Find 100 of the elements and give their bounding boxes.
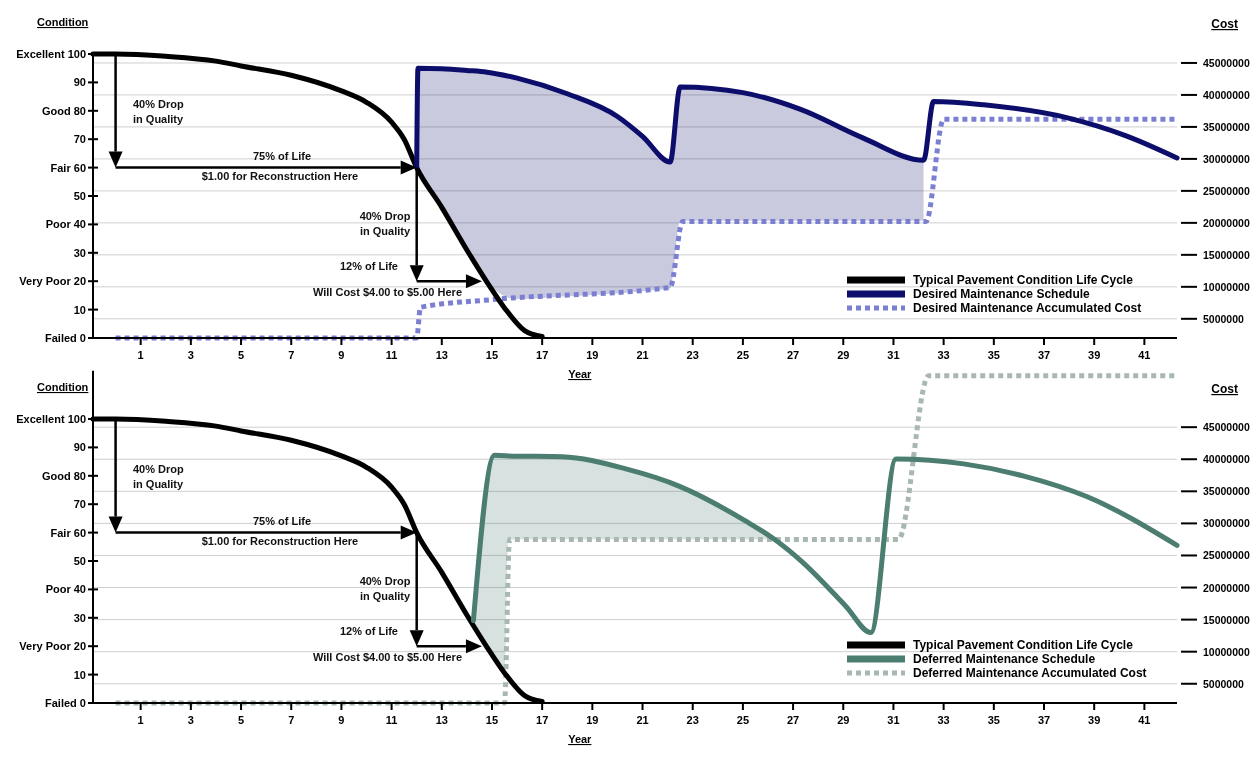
x-tick-label: 5 bbox=[237, 349, 245, 361]
y-tick-label: Failed 0 bbox=[45, 697, 86, 709]
x-tick-label: 13 bbox=[435, 714, 448, 726]
y-tick-label: Fair 60 bbox=[50, 526, 86, 539]
x-tick-label: 25 bbox=[736, 349, 750, 361]
x-tick-label: 19 bbox=[586, 714, 599, 726]
x-tick-label: 9 bbox=[338, 349, 345, 361]
y2-tick-label: 5000000 bbox=[1203, 677, 1245, 690]
x-tick-label: 3 bbox=[187, 714, 194, 726]
annotation: 40% Drop in Quality bbox=[133, 463, 185, 490]
x-tick-label: 37 bbox=[1037, 349, 1051, 361]
x-tick-label: 3 bbox=[187, 349, 194, 361]
x-tick-label: 41 bbox=[1138, 714, 1151, 726]
y2-tick-label: 15000000 bbox=[1203, 248, 1250, 261]
y2-tick-label: 10000000 bbox=[1203, 280, 1250, 293]
y2-tick-label: 35000000 bbox=[1203, 120, 1250, 133]
x-tick-label: 33 bbox=[937, 714, 950, 726]
annotation: 12% of Life bbox=[339, 260, 398, 272]
y2-tick-label: 20000000 bbox=[1203, 581, 1250, 594]
x-tick-label: 11 bbox=[385, 349, 398, 361]
y-tick-label: Failed 0 bbox=[45, 332, 86, 344]
y2-tick-label: 10000000 bbox=[1203, 645, 1250, 658]
x-tick-label: 1 bbox=[137, 714, 144, 726]
x-tick-label: 35 bbox=[987, 714, 1000, 726]
x-tick-label: 9 bbox=[338, 714, 345, 726]
x-tick-label: 31 bbox=[887, 714, 900, 726]
x-axis-title: Year bbox=[568, 733, 593, 745]
y2-tick-label: 40000000 bbox=[1203, 453, 1250, 466]
y-tick-label: Excellent 100 bbox=[16, 413, 86, 425]
annotation: 12% of Life bbox=[339, 625, 398, 637]
annotation: 75% of Life bbox=[252, 150, 312, 162]
x-tick-label: 39 bbox=[1088, 349, 1101, 361]
y-tick-label: 50 bbox=[73, 190, 86, 202]
y-tick-label: 50 bbox=[73, 555, 86, 567]
x-tick-label: 11 bbox=[385, 714, 398, 726]
x-tick-label: 23 bbox=[686, 714, 699, 726]
x-tick-label: 21 bbox=[636, 714, 649, 726]
y2-tick-label: 20000000 bbox=[1203, 216, 1250, 229]
x-tick-label: 15 bbox=[485, 714, 499, 726]
y-tick-label: Fair 60 bbox=[50, 161, 86, 174]
y2-tick-label: 15000000 bbox=[1203, 613, 1250, 626]
x-tick-label: 29 bbox=[837, 349, 850, 361]
x-tick-label: 39 bbox=[1088, 714, 1101, 726]
y-axis-title: Condition bbox=[37, 381, 89, 393]
y-tick-label: Very Poor 20 bbox=[19, 640, 86, 653]
legend-label: Deferred Maintenance Accumulated Cost bbox=[913, 666, 1147, 680]
y2-tick-label: 30000000 bbox=[1203, 517, 1250, 530]
x-tick-label: 41 bbox=[1138, 349, 1151, 361]
y2-axis-title: Cost bbox=[1211, 17, 1238, 31]
legend-label: Typical Pavement Condition Life Cycle bbox=[913, 638, 1134, 652]
annotation: 40% Drop in Quality bbox=[133, 98, 185, 125]
y2-tick-label: 25000000 bbox=[1203, 549, 1250, 562]
y2-tick-label: 5000000 bbox=[1203, 312, 1245, 325]
legend-label: Desired Maintenance Accumulated Cost bbox=[913, 301, 1142, 315]
y-axis-title: Condition bbox=[37, 16, 89, 28]
y-tick-label: 10 bbox=[73, 668, 86, 681]
x-tick-label: 27 bbox=[786, 714, 800, 726]
y-tick-label: Poor 40 bbox=[45, 583, 86, 596]
x-tick-label: 27 bbox=[786, 349, 800, 361]
legend-label: Typical Pavement Condition Life Cycle bbox=[913, 273, 1134, 287]
legend-label: Desired Maintenance Schedule bbox=[913, 287, 1091, 301]
y-tick-label: Very Poor 20 bbox=[19, 275, 86, 288]
y2-tick-label: 25000000 bbox=[1203, 184, 1250, 197]
legend-label: Deferred Maintenance Schedule bbox=[913, 652, 1096, 666]
annotation: 75% of Life bbox=[252, 515, 312, 527]
x-tick-label: 19 bbox=[586, 349, 599, 361]
x-tick-label: 5 bbox=[237, 714, 245, 726]
y2-tick-label: 35000000 bbox=[1203, 485, 1250, 498]
y-tick-label: Good 80 bbox=[41, 104, 86, 117]
y2-tick-label: 45000000 bbox=[1203, 56, 1250, 69]
annotation: 40% Drop in Quality bbox=[359, 575, 411, 602]
x-axis-title: Year bbox=[568, 368, 593, 380]
x-tick-label: 7 bbox=[288, 714, 295, 726]
y2-axis-title: Cost bbox=[1211, 382, 1238, 396]
y-tick-label: 10 bbox=[73, 303, 86, 316]
y-tick-label: 70 bbox=[73, 133, 86, 146]
x-tick-label: 7 bbox=[288, 349, 295, 361]
x-tick-label: 17 bbox=[536, 349, 549, 361]
annotation: $1.00 for Reconstruction Here bbox=[201, 170, 359, 182]
y-tick-label: 90 bbox=[73, 441, 86, 454]
x-tick-label: 29 bbox=[837, 714, 850, 726]
annotation: $1.00 for Reconstruction Here bbox=[201, 535, 359, 547]
x-tick-label: 31 bbox=[887, 349, 900, 361]
x-tick-label: 33 bbox=[937, 349, 950, 361]
annotation: Will Cost $4.00 to $5.00 Here bbox=[312, 286, 462, 298]
x-tick-label: 21 bbox=[636, 349, 649, 361]
y-tick-label: 30 bbox=[73, 246, 86, 259]
x-tick-label: 15 bbox=[485, 349, 499, 361]
annotation: Will Cost $4.00 to $5.00 Here bbox=[312, 651, 462, 663]
y-tick-label: 90 bbox=[73, 76, 86, 89]
x-tick-label: 13 bbox=[435, 349, 448, 361]
x-tick-label: 25 bbox=[736, 714, 750, 726]
y-tick-label: Good 80 bbox=[41, 469, 86, 482]
x-tick-label: 1 bbox=[137, 349, 144, 361]
x-tick-label: 23 bbox=[686, 349, 699, 361]
x-tick-label: 37 bbox=[1037, 714, 1051, 726]
y2-tick-label: 30000000 bbox=[1203, 152, 1250, 165]
y-tick-label: Poor 40 bbox=[45, 218, 86, 231]
y-tick-label: 70 bbox=[73, 498, 86, 511]
y2-tick-label: 40000000 bbox=[1203, 88, 1250, 101]
